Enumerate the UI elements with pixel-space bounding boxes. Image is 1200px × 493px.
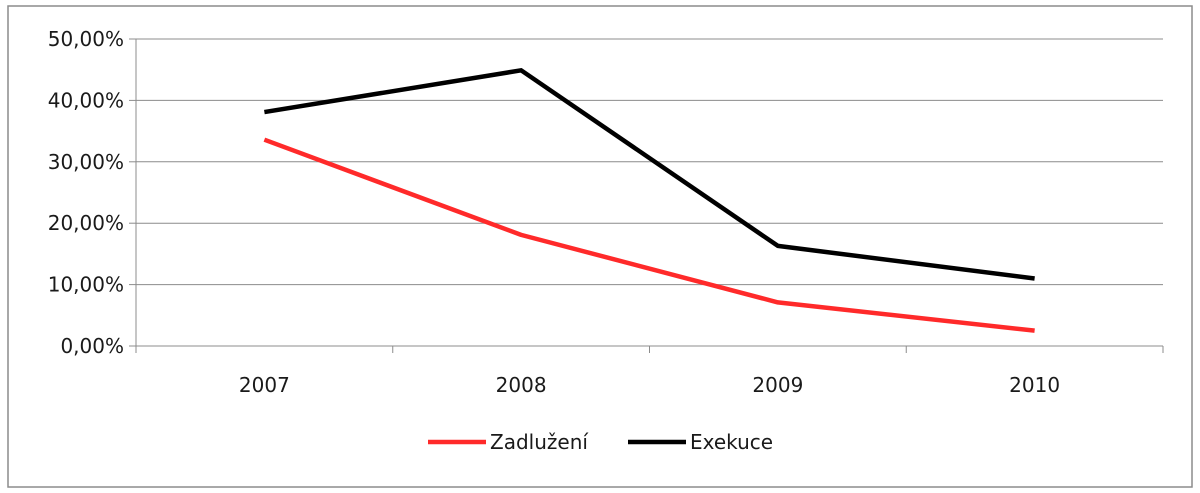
y-tick-label: 0,00%: [60, 334, 124, 358]
y-tick-label: 10,00%: [48, 273, 124, 297]
y-tick-label: 50,00%: [48, 27, 124, 51]
chart-border: [7, 5, 1193, 488]
legend-label: Exekuce: [690, 430, 773, 454]
series-lines: [263, 68, 1035, 333]
y-tick-label: 40,00%: [48, 88, 124, 112]
y-tick-label: 30,00%: [48, 150, 124, 174]
y-tick-labels: 0,00% 10,00% 20,00% 30,00% 40,00% 50,00%: [48, 27, 124, 358]
axes: [129, 38, 1164, 353]
legend-label: Zadlužení: [490, 430, 589, 454]
x-tick-label: 2007: [239, 373, 290, 397]
series-line-zadluzeni: [263, 137, 1035, 333]
series-line-exekuce: [264, 68, 1035, 281]
y-tick-label: 20,00%: [48, 211, 124, 235]
x-tick-label: 2008: [496, 373, 547, 397]
x-tick-label: 2010: [1009, 373, 1060, 397]
x-tick-label: 2009: [752, 373, 803, 397]
x-tick-labels: 2007 2008 2009 2010: [239, 373, 1060, 397]
gridlines: [136, 38, 1163, 286]
legend: Zadlužení Exekuce: [428, 430, 773, 454]
